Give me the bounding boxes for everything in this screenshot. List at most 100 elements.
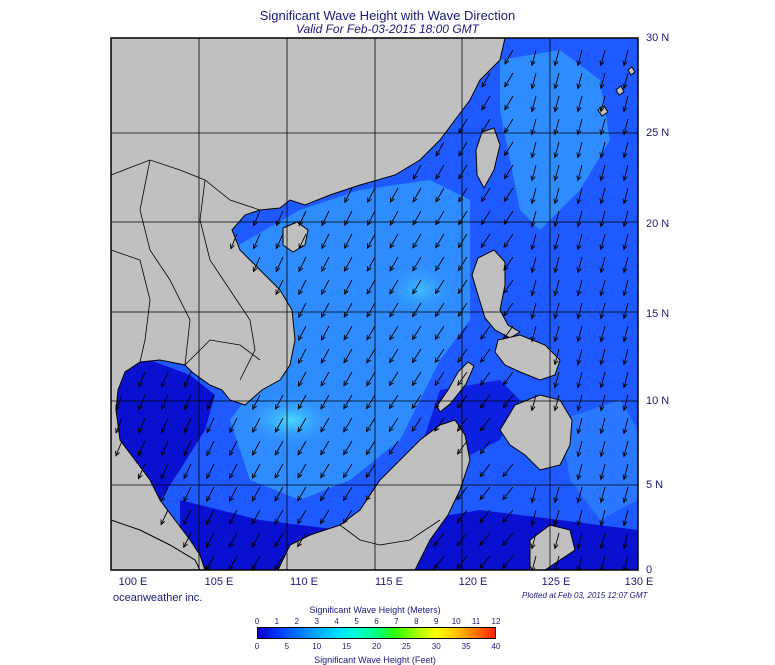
wave-arrow — [412, 164, 422, 180]
wave-arrow — [115, 394, 123, 411]
wave-arrow — [481, 118, 491, 133]
wave-arrow-head — [479, 471, 485, 478]
wave-arrow — [433, 555, 445, 569]
wave-arrow-head — [297, 403, 303, 410]
wave-arrow-head — [366, 334, 372, 341]
wave-arrow-head — [622, 336, 628, 343]
wave-arrow — [531, 233, 537, 250]
wave-arrow — [531, 486, 537, 503]
wave-arrow — [623, 463, 629, 480]
colorbar-meters-tick: 12 — [491, 617, 501, 626]
wave-arrow-head — [342, 472, 348, 479]
wave-arrow-head — [599, 451, 605, 458]
wave-arrow-head — [530, 244, 536, 251]
wave-arrow-head — [576, 474, 582, 481]
wave-arrow — [435, 279, 445, 294]
wave-arrow — [389, 348, 399, 363]
wave-arrow — [412, 325, 422, 340]
wave-arrow — [554, 371, 560, 388]
wave-arrow-head — [252, 243, 258, 250]
wave-arrow-head — [297, 518, 303, 525]
wave-arrow — [389, 233, 399, 249]
wave-arrow — [481, 95, 491, 111]
wave-arrow — [554, 256, 560, 273]
wave-arrow — [481, 72, 491, 88]
wave-arrow — [342, 509, 353, 524]
wave-arrow-head — [434, 311, 440, 318]
wave-arrow — [457, 394, 468, 409]
wave-arrow-head — [389, 311, 395, 318]
wave-arrow-head — [160, 519, 166, 526]
wave-arrow — [600, 210, 606, 227]
wave-arrow-head — [553, 497, 559, 504]
wave-arrow-head — [274, 449, 280, 456]
wave-arrow — [367, 210, 376, 226]
wave-arrow-head — [576, 543, 582, 550]
lat-label-20: 20 N — [646, 218, 670, 230]
wave-arrow-head — [576, 313, 582, 320]
wave-arrow-head — [433, 540, 439, 547]
wave-arrow — [366, 325, 376, 341]
wave-arrow — [577, 279, 583, 296]
lat-label-30: 30 N — [646, 32, 670, 44]
wave-arrow-head — [366, 288, 372, 295]
colorbar-meters-tick: 9 — [434, 617, 439, 626]
wave-arrow — [554, 141, 560, 158]
wave-arrow — [531, 210, 537, 227]
wave-arrow — [480, 394, 491, 409]
wave-arrow — [504, 72, 514, 87]
wave-arrow — [457, 279, 468, 294]
wave-arrow — [623, 256, 629, 273]
wave-arrow-head — [321, 312, 326, 319]
wave-arrow — [389, 302, 399, 317]
wave-arrow — [600, 371, 606, 388]
wave-arrow — [531, 118, 537, 135]
lat-label-0: 0 — [646, 564, 653, 576]
wave-arrow — [434, 371, 445, 386]
wave-arrow — [480, 371, 491, 386]
wave-arrow-head — [388, 380, 394, 387]
wave-arrow-head — [504, 127, 510, 134]
wave-arrow — [531, 49, 537, 66]
wave-arrow-head — [457, 403, 463, 409]
wave-arrow-head — [297, 495, 303, 502]
wave-arrow-head — [274, 564, 280, 570]
wave-arrow-head — [229, 473, 234, 480]
wave-arrow-head — [115, 404, 121, 411]
wave-arrow-head — [298, 358, 303, 365]
wave-arrow-head — [622, 313, 628, 320]
wave-arrow-head — [456, 517, 462, 524]
wave-direction-arrows — [115, 49, 629, 570]
wave-arrow — [366, 417, 376, 432]
colorbar-meters-tick: 3 — [314, 617, 319, 626]
wave-arrow — [457, 417, 468, 432]
wave-arrow-head — [366, 403, 372, 410]
wave-arrow-head — [343, 403, 349, 410]
wave-arrow — [435, 210, 445, 225]
wave-arrow-head — [481, 104, 487, 111]
wave-arrow-head — [553, 382, 559, 389]
wave-arrow — [503, 187, 514, 202]
wave-arrow — [623, 187, 629, 204]
wave-arrow — [138, 394, 146, 410]
wave-arrow-head — [206, 427, 212, 434]
wave-arrow-head — [622, 290, 628, 297]
wave-arrow-head — [298, 335, 303, 342]
wave-arrow — [623, 49, 629, 66]
wave-arrow — [274, 463, 284, 479]
wave-arrow-head — [320, 403, 326, 410]
wave-arrow — [274, 486, 284, 502]
wave-arrow-head — [183, 450, 189, 457]
wave-arrow-head — [412, 265, 418, 272]
wave-arrow-head — [530, 405, 536, 412]
wave-arrow-head — [344, 197, 350, 204]
wave-arrow — [275, 256, 284, 272]
colorbar-feet-tick: 5 — [284, 642, 290, 651]
wave-arrow-head — [576, 520, 582, 527]
sea-light-region-east — [500, 50, 610, 230]
wave-arrow-head — [229, 427, 235, 434]
wave-arrow — [456, 486, 468, 500]
wave-arrow — [298, 279, 307, 295]
wave-arrow — [577, 325, 583, 342]
wave-arrow-head — [433, 563, 439, 570]
